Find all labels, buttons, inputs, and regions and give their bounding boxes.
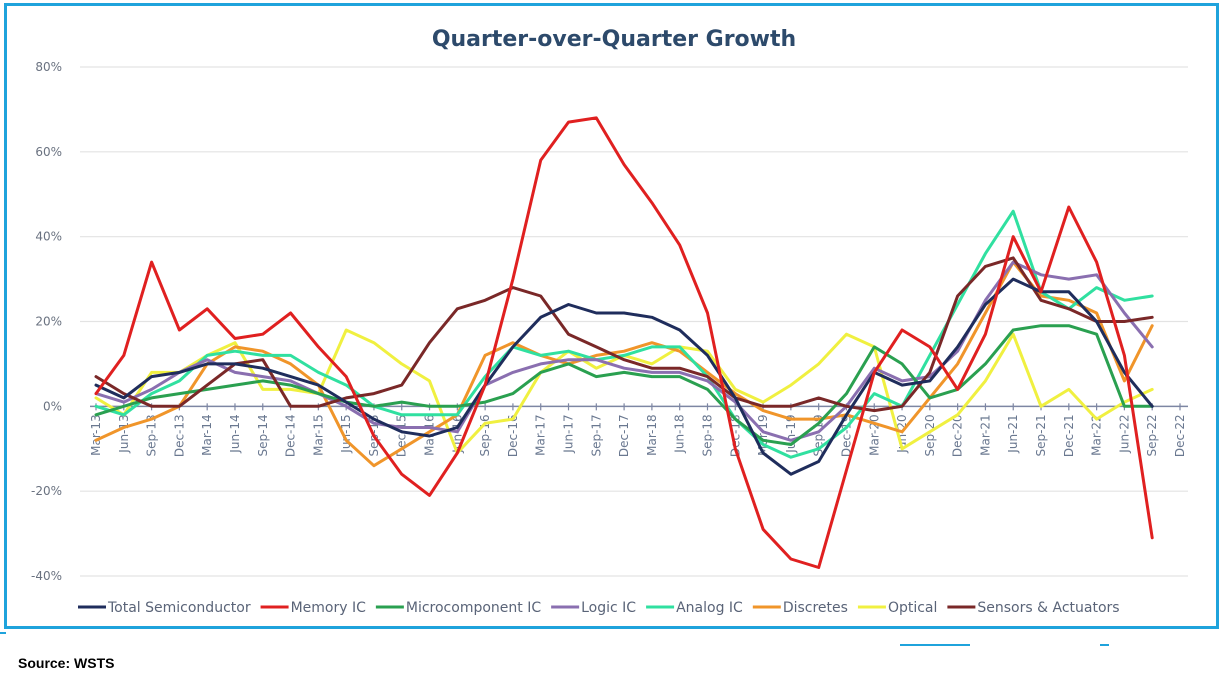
x-axis: Mar-13 Jun-13 Sep-13 Dec-13 Mar-14 Jun-14 Sep-… xyxy=(89,403,1188,457)
series-line-sensors-actuators xyxy=(94,256,1154,413)
frame-decoration xyxy=(900,644,970,646)
x-tick-label: Dec-20 xyxy=(951,414,965,457)
x-tick-label: Sep-22 xyxy=(1145,414,1159,456)
x-tick-label: Jun-17 xyxy=(562,414,576,453)
legend-label: Total Semiconductor xyxy=(107,600,251,616)
x-tick-label: Sep-20 xyxy=(923,414,937,456)
frame-decoration xyxy=(1100,644,1109,646)
x-tick-label: Dec-22 xyxy=(1173,414,1187,457)
x-tick-label: Sep-18 xyxy=(700,414,714,456)
x-tick-label: Mar-18 xyxy=(645,414,659,455)
y-tick-label: -40% xyxy=(31,569,62,583)
x-tick-label: Jun-18 xyxy=(673,414,687,453)
x-tick-label: Jun-13 xyxy=(117,414,131,453)
y-tick-label: 20% xyxy=(35,315,62,329)
x-tick-label: Dec-14 xyxy=(284,414,298,457)
gridlines xyxy=(80,66,1188,577)
x-tick-label: Dec-21 xyxy=(1062,414,1076,457)
x-tick-label: Sep-17 xyxy=(589,414,603,456)
series-line-total-semiconductor xyxy=(94,277,1154,476)
x-tick-label: Mar-14 xyxy=(200,414,214,455)
line-chart: Quarter-over-Quarter Growth 80% 60% 40% 20%… xyxy=(31,27,1188,616)
y-axis: 80% 60% 40% 20% 0% -20% -40% xyxy=(31,60,62,583)
chart-frame xyxy=(4,3,1219,629)
frame-decoration xyxy=(0,632,6,634)
legend-label: Microcomponent IC xyxy=(406,600,541,616)
legend-label: Memory IC xyxy=(291,600,367,616)
y-tick-label: 40% xyxy=(35,230,62,244)
source-note: Source: WSTS xyxy=(18,655,115,671)
x-tick-label: Sep-21 xyxy=(1034,414,1048,456)
y-tick-label: 80% xyxy=(35,60,62,74)
chart-title: Quarter-over-Quarter Growth xyxy=(432,27,796,52)
x-tick-label: Jun-21 xyxy=(1006,414,1020,453)
legend-label: Analog IC xyxy=(676,600,743,616)
series-line-microcomponent-ic xyxy=(94,324,1154,446)
series-line-memory-ic xyxy=(94,116,1154,569)
legend-label: Discretes xyxy=(783,600,848,616)
x-tick-label: Dec-16 xyxy=(506,414,520,457)
x-tick-label: Mar-21 xyxy=(978,414,992,455)
x-tick-label: Sep-13 xyxy=(145,414,159,456)
series-line-analog-ic xyxy=(94,209,1154,459)
legend: Total Semiconductor Memory IC Microcompone… xyxy=(78,600,1120,616)
y-tick-label: 0% xyxy=(43,399,62,413)
legend-label: Sensors & Actuators xyxy=(977,600,1119,616)
x-tick-label: Jun-15 xyxy=(339,414,353,453)
y-tick-label: 60% xyxy=(35,145,62,159)
x-tick-label: Dec-13 xyxy=(172,414,186,457)
x-tick-label: Mar-13 xyxy=(89,414,103,455)
x-tick-label: Mar-17 xyxy=(534,414,548,455)
x-tick-label: Mar-22 xyxy=(1090,414,1104,455)
y-tick-label: -20% xyxy=(31,484,62,498)
legend-label: Optical xyxy=(888,600,937,616)
x-tick-label: Jun-22 xyxy=(1117,414,1131,453)
x-tick-label: Sep-14 xyxy=(256,414,270,456)
legend-label: Logic IC xyxy=(581,600,636,616)
x-tick-label: Jun-20 xyxy=(895,414,909,453)
x-tick-label: Sep-16 xyxy=(478,414,492,456)
x-tick-label: Jun-14 xyxy=(228,414,242,453)
x-tick-label: Dec-17 xyxy=(617,414,631,457)
series-lines xyxy=(94,116,1154,569)
x-tick-label: Mar-15 xyxy=(311,414,325,455)
